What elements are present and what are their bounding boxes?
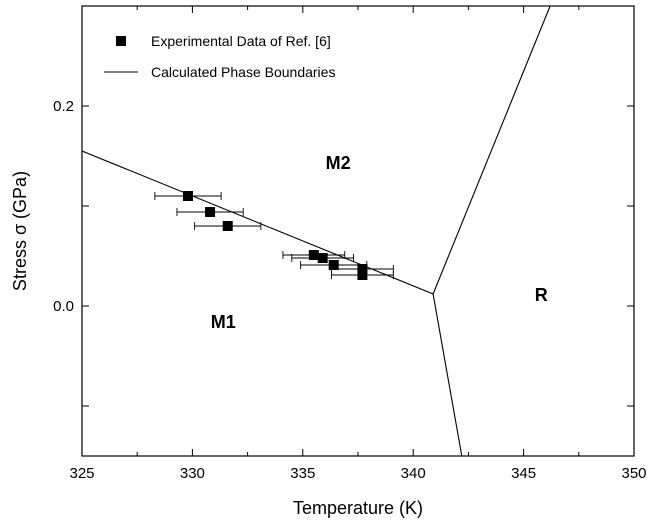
x-tick-label-345: 345 <box>511 465 536 482</box>
x-tick-label-335: 335 <box>290 465 315 482</box>
x-tick-label-325: 325 <box>69 465 94 482</box>
data-point-6 <box>328 260 339 270</box>
x-tick-label-340: 340 <box>401 465 426 482</box>
data-point-5 <box>317 253 328 263</box>
y-tick-label-1: 0.0 <box>53 298 74 315</box>
y-axis-label: Stress σ (GPa) <box>10 171 30 291</box>
y-tick-label-3: 0.2 <box>53 98 74 115</box>
x-tick-label-330: 330 <box>180 465 205 482</box>
phase-boundary-line-1 <box>82 150 434 295</box>
x-tick-label-350: 350 <box>621 465 646 482</box>
data-point-1 <box>182 191 193 201</box>
region-label-m1: M1 <box>211 312 236 332</box>
data-point-3 <box>222 221 233 231</box>
region-label-m2: M2 <box>326 153 351 173</box>
region-label-r: R <box>535 285 548 305</box>
legend-label-2: Calculated Phase Boundaries <box>151 64 335 80</box>
legend-marker-square <box>116 36 126 46</box>
data-point-7 <box>357 264 368 274</box>
phase-boundary-line-3 <box>432 293 463 456</box>
legend-label-1: Experimental Data of Ref. [6] <box>151 33 331 49</box>
data-point-4 <box>308 250 319 260</box>
x-axis-label: Temperature (K) <box>293 498 423 518</box>
data-point-8 <box>357 270 368 280</box>
data-point-2 <box>205 207 216 217</box>
phase-boundary-line-2 <box>432 6 551 295</box>
